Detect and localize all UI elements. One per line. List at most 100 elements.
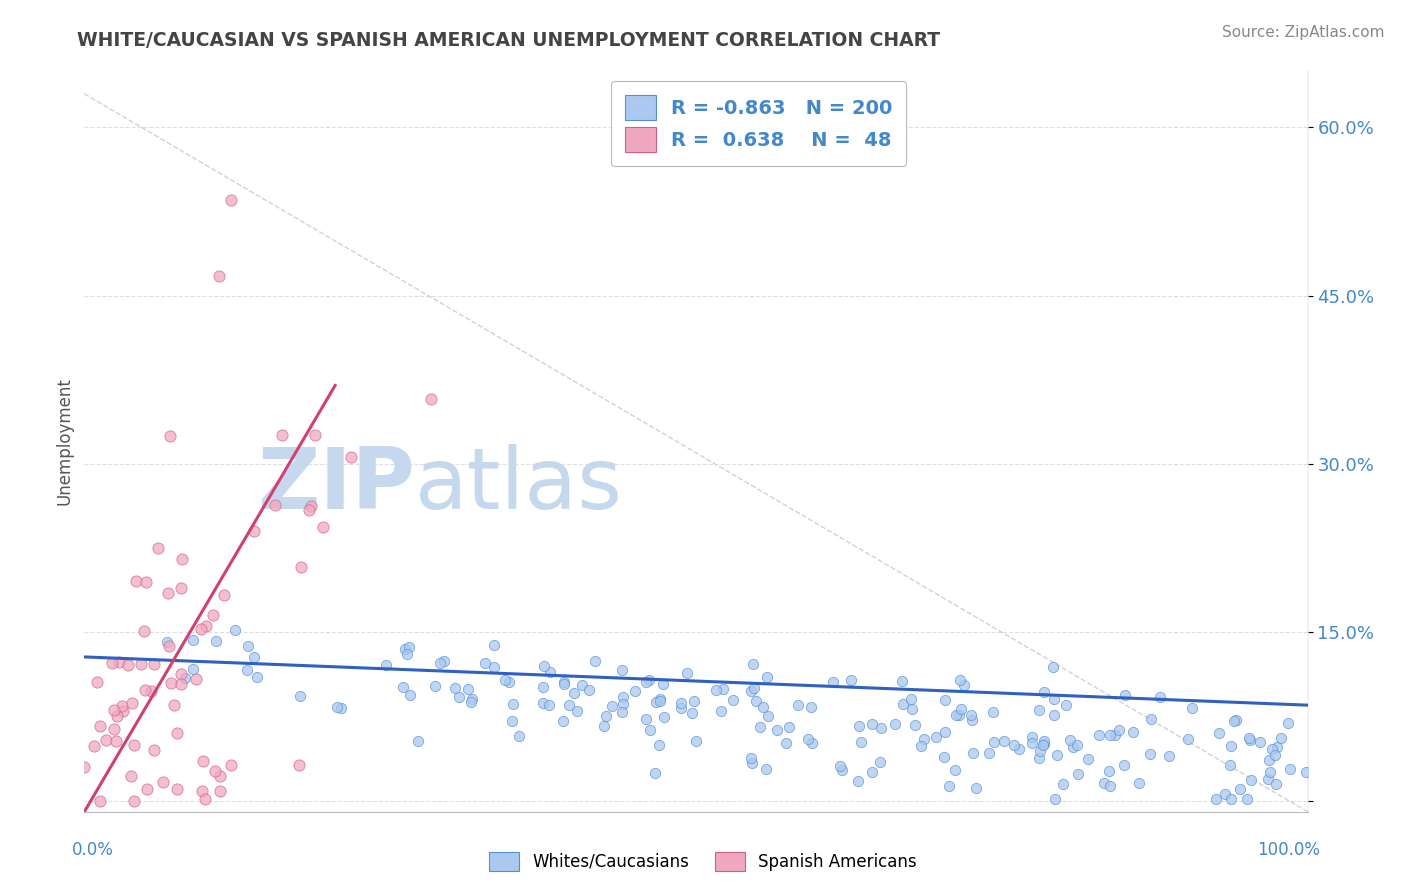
Point <box>685 734 707 748</box>
Point <box>1258 753 1281 767</box>
Point <box>219 757 242 772</box>
Point <box>676 665 699 680</box>
Point <box>204 764 226 778</box>
Point <box>1128 776 1150 790</box>
Point <box>553 677 575 691</box>
Point <box>502 697 524 711</box>
Point <box>1097 764 1119 778</box>
Point <box>592 719 614 733</box>
Point <box>290 559 312 574</box>
Point <box>711 681 734 696</box>
Point <box>1067 766 1090 780</box>
Point <box>979 746 1001 760</box>
Point <box>890 673 912 688</box>
Point <box>236 663 259 677</box>
Point <box>122 793 145 807</box>
Point <box>246 670 269 684</box>
Point <box>166 782 188 797</box>
Point <box>965 780 987 795</box>
Point <box>610 705 633 719</box>
Point <box>1229 781 1251 796</box>
Point <box>208 769 231 783</box>
Point <box>398 640 420 655</box>
Point <box>375 658 398 673</box>
Point <box>1112 757 1135 772</box>
Point <box>498 675 520 690</box>
Point <box>1264 748 1286 763</box>
Point <box>948 708 970 723</box>
Point <box>135 782 157 797</box>
Point <box>583 654 606 668</box>
Point <box>208 268 231 283</box>
Point <box>194 792 217 806</box>
Point <box>1007 741 1029 756</box>
Point <box>983 735 1005 749</box>
Point <box>1114 688 1136 702</box>
Point <box>1108 723 1130 738</box>
Point <box>190 623 212 637</box>
Point <box>740 684 762 698</box>
Text: 0.0%: 0.0% <box>72 841 114 859</box>
Point <box>648 694 671 708</box>
Point <box>142 657 165 672</box>
Point <box>160 676 183 690</box>
Point <box>910 739 932 753</box>
Point <box>884 717 907 731</box>
Point <box>406 734 429 748</box>
Point <box>142 743 165 757</box>
Point <box>169 677 191 691</box>
Point <box>1279 762 1302 776</box>
Point <box>104 734 127 748</box>
Point <box>1223 714 1246 729</box>
Point <box>1277 715 1299 730</box>
Point <box>1077 752 1099 766</box>
Point <box>1033 737 1056 751</box>
Point <box>1264 777 1286 791</box>
Point <box>846 774 869 789</box>
Point <box>1042 692 1064 706</box>
Point <box>121 697 143 711</box>
Point <box>181 662 204 676</box>
Point <box>600 698 623 713</box>
Point <box>1149 690 1171 704</box>
Point <box>1028 751 1050 765</box>
Point <box>242 524 264 538</box>
Point <box>1219 758 1241 772</box>
Point <box>184 672 207 686</box>
Point <box>1046 747 1069 762</box>
Point <box>135 574 157 589</box>
Point <box>156 586 179 600</box>
Point <box>741 657 763 672</box>
Point <box>1043 792 1066 806</box>
Point <box>775 736 797 750</box>
Point <box>901 702 924 716</box>
Point <box>948 673 970 688</box>
Point <box>870 721 893 735</box>
Point <box>1157 749 1180 764</box>
Point <box>950 702 973 716</box>
Point <box>494 673 516 687</box>
Point <box>1239 733 1261 747</box>
Point <box>181 632 204 647</box>
Point <box>429 656 451 670</box>
Point <box>1260 742 1282 756</box>
Point <box>567 704 589 718</box>
Point <box>1295 765 1317 780</box>
Point <box>399 688 422 702</box>
Point <box>1099 728 1122 742</box>
Point <box>1099 779 1122 793</box>
Point <box>595 709 617 723</box>
Point <box>96 732 118 747</box>
Point <box>723 692 745 706</box>
Point <box>173 671 195 685</box>
Point <box>299 499 322 513</box>
Point <box>501 714 523 728</box>
Point <box>444 681 467 695</box>
Point <box>1240 772 1263 787</box>
Point <box>219 194 242 208</box>
Point <box>1239 731 1261 746</box>
Point <box>312 520 335 534</box>
Point <box>623 684 645 698</box>
Point <box>433 654 456 668</box>
Point <box>1042 660 1064 674</box>
